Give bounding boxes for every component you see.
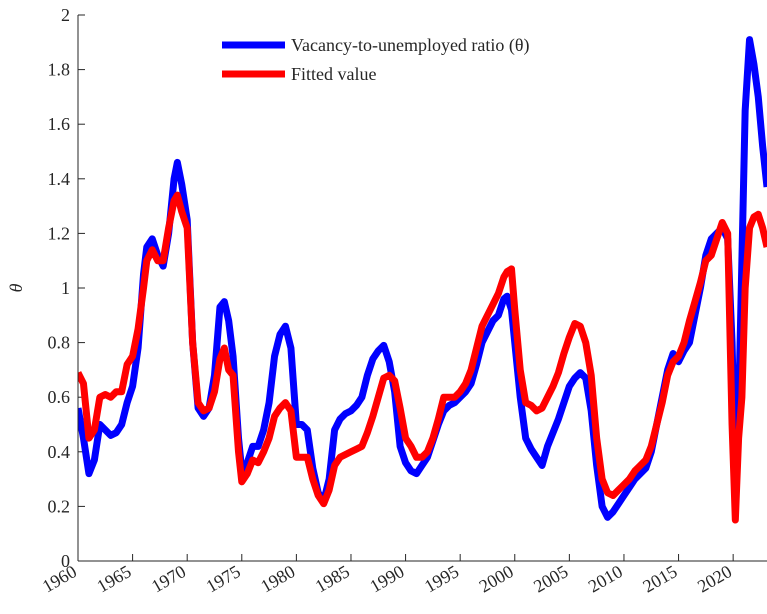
y-tick-label: 1.2 [48, 223, 71, 243]
y-tick-label: 2 [61, 5, 70, 25]
x-tick-label: 1960 [39, 561, 80, 596]
y-tick-label: 0.6 [48, 387, 71, 407]
plot-lines [78, 36, 767, 524]
x-tick-label: 1985 [312, 561, 353, 596]
y-axis-label: θ [6, 283, 26, 292]
y-tick-label: 1 [61, 278, 70, 298]
x-tick-label: 2005 [530, 561, 571, 596]
x-tick-label: 1980 [257, 561, 298, 596]
series-line [78, 36, 767, 521]
x-tick-label: 1990 [366, 561, 407, 596]
x-tick-label: 1970 [148, 561, 189, 596]
y-tick-label: 0.2 [48, 496, 71, 516]
x-tick-label: 1975 [203, 561, 244, 596]
y-tick-label: 1.4 [48, 169, 71, 189]
x-tick-label: 2015 [639, 561, 680, 596]
x-tick-label: 1965 [93, 561, 134, 596]
legend-label: Vacancy-to-unemployed ratio (θ) [291, 35, 530, 56]
legend-label: Fitted value [291, 64, 376, 84]
y-tick-label: 1.6 [48, 114, 71, 134]
x-tick-label: 1995 [421, 561, 462, 596]
y-tick-label: 0.4 [48, 442, 71, 462]
y-tick-label: 0 [61, 551, 70, 571]
x-tick-label: 2010 [585, 561, 626, 596]
x-tick-label: 2000 [476, 561, 517, 596]
y-tick-label: 1.8 [48, 60, 71, 80]
x-tick-label: 2020 [694, 561, 735, 596]
series-line [78, 191, 767, 524]
y-tick-label: 0.8 [48, 333, 71, 353]
